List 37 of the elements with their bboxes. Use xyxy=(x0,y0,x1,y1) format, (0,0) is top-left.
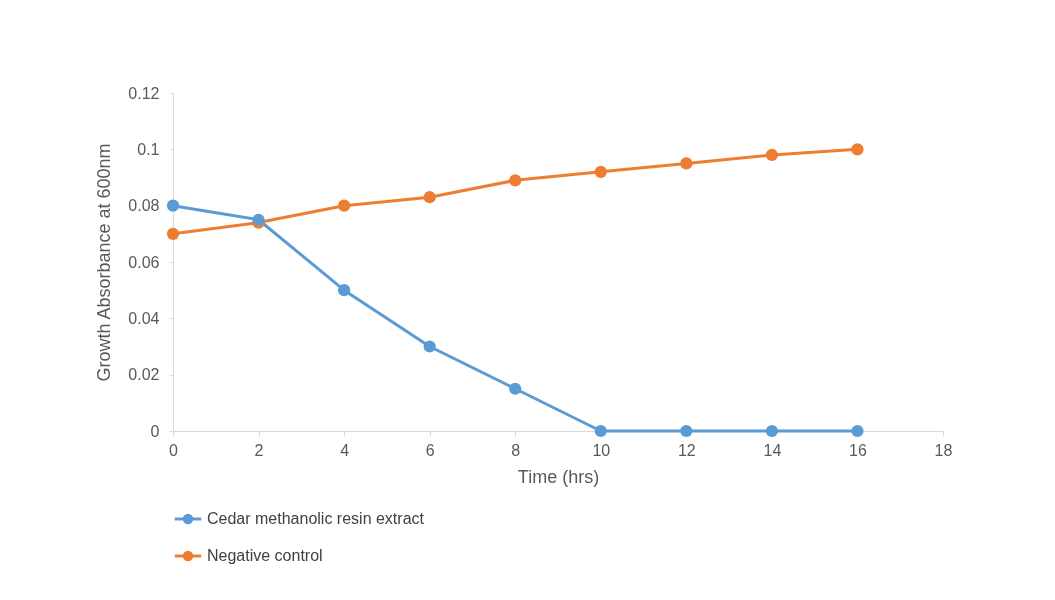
x-tick-label: 0 xyxy=(169,441,179,459)
y-tick-label: 0.06 xyxy=(128,253,160,271)
point xyxy=(680,424,693,438)
y-tick-label: 0.12 xyxy=(128,84,160,102)
y-tick-label: 0 xyxy=(150,422,160,440)
point xyxy=(337,199,351,212)
point xyxy=(166,227,180,240)
x-tick-label: 4 xyxy=(340,441,350,459)
x-tick-label: 18 xyxy=(934,441,953,459)
point xyxy=(851,424,864,438)
point xyxy=(594,165,607,178)
x-tick-label: 8 xyxy=(511,441,521,459)
x-tick-label: 6 xyxy=(425,441,435,459)
point xyxy=(765,424,779,438)
point xyxy=(680,157,693,170)
y-tick-label: 0.1 xyxy=(137,140,160,158)
point xyxy=(594,424,607,438)
y-tick-label: 0.04 xyxy=(128,309,160,327)
point xyxy=(509,174,522,187)
legend-label: Cedar methanolic resin extract xyxy=(207,510,425,527)
point xyxy=(509,382,522,395)
y-tick-label: 0.08 xyxy=(128,197,160,215)
x-tick-label: 16 xyxy=(849,441,867,459)
x-tick-label: 2 xyxy=(254,441,264,459)
point xyxy=(423,340,436,353)
point xyxy=(166,199,180,212)
point xyxy=(423,191,436,204)
x-axis-title: Time (hrs) xyxy=(517,466,600,487)
point xyxy=(337,284,351,297)
x-tick-label: 12 xyxy=(677,441,696,459)
x-tick-label: 14 xyxy=(763,441,782,459)
point xyxy=(851,143,864,156)
legend-label: Negative control xyxy=(207,547,323,564)
y-tick-label: 0.02 xyxy=(128,366,160,384)
x-tick-label: 10 xyxy=(592,441,611,459)
point xyxy=(765,148,779,162)
y-axis-title: Growth Absorbance at 600nm xyxy=(94,143,115,382)
